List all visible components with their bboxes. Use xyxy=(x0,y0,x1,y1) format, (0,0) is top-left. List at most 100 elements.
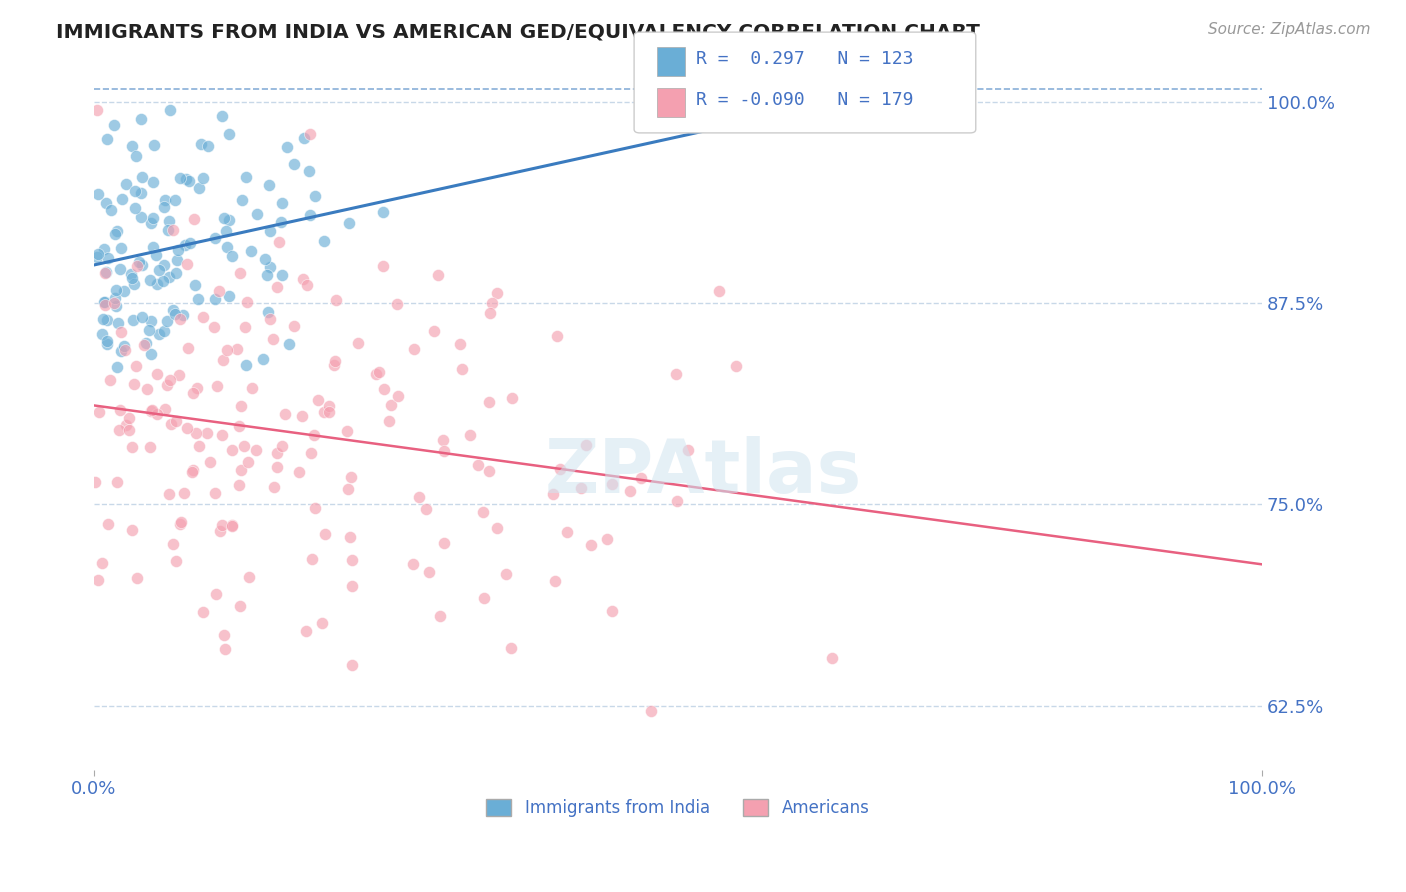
Point xyxy=(404,342,426,356)
Point xyxy=(271,439,294,453)
Point xyxy=(211,428,233,442)
Point xyxy=(153,258,176,272)
Point xyxy=(467,458,489,472)
Point xyxy=(295,277,318,292)
Point xyxy=(176,258,198,272)
Point xyxy=(128,255,150,269)
Point xyxy=(337,483,360,497)
Point xyxy=(118,423,141,437)
Point xyxy=(226,343,249,357)
Point xyxy=(121,440,143,454)
Point xyxy=(156,378,179,392)
Point xyxy=(575,438,598,452)
Point xyxy=(176,421,198,435)
Point xyxy=(253,252,276,266)
Point xyxy=(211,517,233,532)
Point xyxy=(153,193,176,207)
Point xyxy=(105,300,128,314)
Text: R = -0.090   N = 179: R = -0.090 N = 179 xyxy=(696,91,914,109)
Point xyxy=(169,515,191,529)
Point xyxy=(131,112,153,126)
Point xyxy=(127,260,149,274)
Point xyxy=(98,373,121,387)
Point xyxy=(181,465,204,479)
Point xyxy=(114,343,136,357)
Point xyxy=(86,103,108,117)
Point xyxy=(619,483,641,498)
Point xyxy=(340,552,363,566)
Point xyxy=(207,378,229,392)
Point xyxy=(371,259,394,273)
Point xyxy=(325,293,347,308)
Point xyxy=(94,265,117,279)
Point xyxy=(163,307,186,321)
Point xyxy=(472,505,495,519)
Point xyxy=(236,294,259,309)
Point xyxy=(125,359,148,373)
Point xyxy=(105,475,128,489)
Point xyxy=(266,446,288,460)
Point xyxy=(579,538,602,552)
Point xyxy=(211,352,233,367)
Point xyxy=(340,470,363,484)
Point xyxy=(304,189,326,203)
Point xyxy=(346,335,368,350)
Point xyxy=(115,417,138,432)
Point xyxy=(299,208,322,222)
Point xyxy=(479,306,502,320)
Point xyxy=(181,463,204,477)
Point xyxy=(724,359,747,373)
Point xyxy=(402,557,425,571)
Point xyxy=(177,341,200,355)
Point xyxy=(214,224,236,238)
Point xyxy=(87,247,110,261)
Point xyxy=(323,354,346,368)
Point xyxy=(127,571,149,585)
Point xyxy=(184,277,207,292)
Point xyxy=(450,362,472,376)
Point xyxy=(146,367,169,381)
Point xyxy=(304,500,326,515)
Point xyxy=(148,326,170,341)
Point xyxy=(221,442,243,457)
Point xyxy=(124,184,146,198)
Point xyxy=(495,567,517,582)
Point xyxy=(155,402,177,417)
Point xyxy=(94,298,117,312)
Point xyxy=(96,131,118,145)
Point xyxy=(231,399,253,413)
Point xyxy=(172,308,194,322)
Point xyxy=(299,446,322,460)
Point xyxy=(229,463,252,477)
Point xyxy=(336,425,359,439)
Point xyxy=(600,604,623,618)
Point xyxy=(378,414,401,428)
Point xyxy=(108,423,131,437)
Point xyxy=(173,486,195,500)
Point xyxy=(191,605,214,619)
Point xyxy=(110,192,132,206)
Point xyxy=(228,419,250,434)
Point xyxy=(259,224,281,238)
Point xyxy=(184,425,207,440)
Point xyxy=(112,284,135,298)
Point xyxy=(380,398,402,412)
Point xyxy=(136,382,159,396)
Point xyxy=(84,475,107,489)
Point xyxy=(820,650,842,665)
Point xyxy=(288,465,311,479)
Point xyxy=(340,579,363,593)
Point xyxy=(103,118,125,132)
Point xyxy=(110,344,132,359)
Point xyxy=(96,334,118,348)
Point xyxy=(433,536,456,550)
Point xyxy=(291,409,314,424)
Point xyxy=(499,641,522,656)
Point xyxy=(124,376,146,391)
Point xyxy=(262,332,284,346)
Point xyxy=(214,641,236,656)
Point xyxy=(165,266,187,280)
Text: ZPAtlas: ZPAtlas xyxy=(544,436,862,509)
Point xyxy=(217,239,239,253)
Legend: Immigrants from India, Americans: Immigrants from India, Americans xyxy=(479,792,876,824)
